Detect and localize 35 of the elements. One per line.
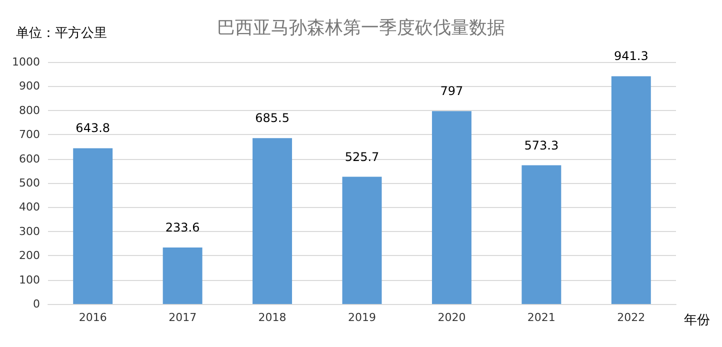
data-label: 233.6 [165, 220, 200, 234]
y-tick-label: 100 [19, 273, 40, 286]
x-tick-label: 2021 [527, 311, 556, 324]
x-tick-label: 2020 [438, 311, 466, 324]
bar [522, 165, 562, 304]
y-tick-label: 400 [19, 200, 40, 214]
data-label: 797 [440, 84, 464, 98]
y-tick-label: 700 [19, 128, 40, 142]
bar [252, 138, 292, 304]
bar [611, 76, 651, 304]
data-label: 573.3 [524, 138, 559, 152]
chart-title: 巴西亚马孙森林第一季度砍伐量数据 [217, 18, 505, 38]
bar [73, 148, 113, 304]
bar [162, 247, 202, 304]
bar [342, 176, 382, 304]
data-label: 525.7 [344, 150, 380, 164]
y-tick-label: 200 [19, 249, 40, 262]
y-tick-label: 1000 [12, 56, 40, 68]
data-label: 941.3 [614, 49, 648, 64]
x-tick-label: 2017 [168, 311, 197, 324]
x-tick-label: 2019 [348, 311, 376, 324]
y-tick-label: 500 [19, 176, 40, 190]
y-tick-label: 900 [19, 80, 40, 93]
data-label: 685.5 [255, 111, 290, 126]
x-tick-label: 2018 [258, 311, 286, 324]
x-axis-title: 年份 [684, 313, 710, 328]
y-tick-label: 300 [19, 224, 40, 238]
x-tick-label: 2022 [617, 311, 646, 324]
x-tick-label: 2016 [78, 311, 107, 324]
y-tick-label: 0 [33, 298, 40, 310]
y-tick-label: 600 [19, 152, 40, 166]
y-tick-label: 800 [19, 104, 40, 117]
y-axis-title: 单位：平方公里 [16, 25, 107, 41]
data-label: 643.8 [76, 121, 110, 136]
bar [432, 111, 472, 304]
